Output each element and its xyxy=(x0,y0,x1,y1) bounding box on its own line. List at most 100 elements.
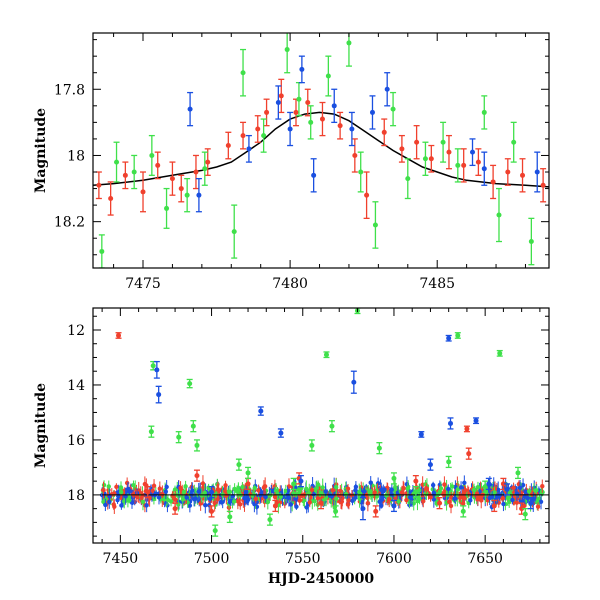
data-point xyxy=(190,423,196,429)
data-point xyxy=(470,149,476,155)
baseline-point xyxy=(442,482,447,487)
data-point xyxy=(437,500,443,506)
data-point xyxy=(194,442,200,448)
data-point xyxy=(413,478,419,484)
data-point xyxy=(505,169,511,175)
data-point xyxy=(209,508,215,514)
data-point xyxy=(261,133,267,139)
series-green xyxy=(148,308,529,537)
data-point xyxy=(522,511,528,517)
data-point xyxy=(154,367,160,373)
baseline-point xyxy=(330,487,335,493)
baseline-point xyxy=(526,489,532,494)
data-point xyxy=(455,162,461,168)
baseline-point xyxy=(407,495,413,500)
data-point xyxy=(422,156,428,162)
baseline-point xyxy=(157,486,163,491)
data-point xyxy=(372,222,378,228)
series-green xyxy=(98,33,535,268)
baseline-point xyxy=(125,486,131,492)
data-point xyxy=(405,176,411,182)
data-point xyxy=(187,106,193,112)
data-point xyxy=(309,442,315,448)
baseline-point xyxy=(224,493,229,498)
baseline-point xyxy=(345,502,351,507)
data-point xyxy=(329,423,335,429)
data-point xyxy=(540,182,546,188)
x-tick-label: 7550 xyxy=(285,551,321,567)
baseline-point xyxy=(232,486,237,492)
baseline-point xyxy=(518,498,523,503)
baseline-point xyxy=(160,492,165,497)
data-point xyxy=(481,166,487,172)
baseline-point xyxy=(178,485,183,491)
baseline-point xyxy=(384,493,389,498)
baseline-point xyxy=(101,487,106,493)
data-point xyxy=(373,508,379,514)
baseline-point xyxy=(263,494,268,500)
baseline-point xyxy=(396,499,401,504)
data-point xyxy=(349,126,355,132)
baseline-point xyxy=(338,493,343,498)
data-point xyxy=(390,106,396,112)
baseline-point xyxy=(112,504,117,509)
data-point xyxy=(187,381,193,387)
baseline-point xyxy=(505,495,511,501)
data-point xyxy=(194,473,200,479)
baseline-point xyxy=(468,498,473,503)
axes-frame xyxy=(92,32,550,269)
data-point xyxy=(399,146,405,152)
plot-area xyxy=(93,33,549,268)
data-point xyxy=(496,212,502,218)
baseline-point xyxy=(163,489,169,494)
baseline-point xyxy=(421,498,426,504)
data-point xyxy=(491,503,497,509)
data-point xyxy=(352,152,358,158)
data-point xyxy=(172,506,178,512)
data-point xyxy=(414,139,420,145)
data-point xyxy=(461,162,467,168)
baseline-point xyxy=(161,496,167,502)
baseline-point xyxy=(151,483,157,488)
baseline-point xyxy=(353,495,358,500)
data-point xyxy=(240,133,246,139)
baseline-point xyxy=(181,489,187,495)
baseline-point xyxy=(387,497,392,502)
top-panel: 7475 7480 7485 17.8 18 18.2 Magnitude xyxy=(33,32,550,292)
data-point xyxy=(515,470,521,476)
data-point xyxy=(272,503,278,509)
baseline-point xyxy=(492,490,497,495)
data-point xyxy=(466,451,472,457)
baseline-point xyxy=(261,485,267,490)
baseline-point xyxy=(252,485,257,491)
baseline-point xyxy=(197,489,203,494)
data-point xyxy=(446,459,452,465)
baseline-point xyxy=(535,504,541,509)
baseline-point xyxy=(320,485,325,490)
baseline-point xyxy=(448,503,454,509)
baseline-point xyxy=(297,498,302,503)
baseline-point xyxy=(350,498,355,504)
data-point xyxy=(413,489,419,495)
baseline-point xyxy=(203,503,208,508)
data-point xyxy=(149,152,155,158)
baseline-point xyxy=(540,484,545,489)
data-point xyxy=(369,109,375,115)
x-tick-label: 7450 xyxy=(103,551,139,567)
x-tick-label: 7600 xyxy=(376,551,412,567)
data-point xyxy=(245,470,251,476)
data-point xyxy=(500,481,506,487)
baseline-point xyxy=(372,490,377,495)
data-point xyxy=(176,434,182,440)
data-point xyxy=(264,109,270,115)
data-point xyxy=(305,100,311,106)
baseline-point xyxy=(378,503,384,508)
baseline-point xyxy=(423,482,428,487)
data-point xyxy=(145,489,151,495)
baseline-point xyxy=(297,489,302,495)
data-point xyxy=(246,146,252,152)
baseline-point xyxy=(520,482,526,488)
data-point xyxy=(511,139,517,145)
data-point xyxy=(482,484,488,490)
baseline-point xyxy=(202,490,207,496)
